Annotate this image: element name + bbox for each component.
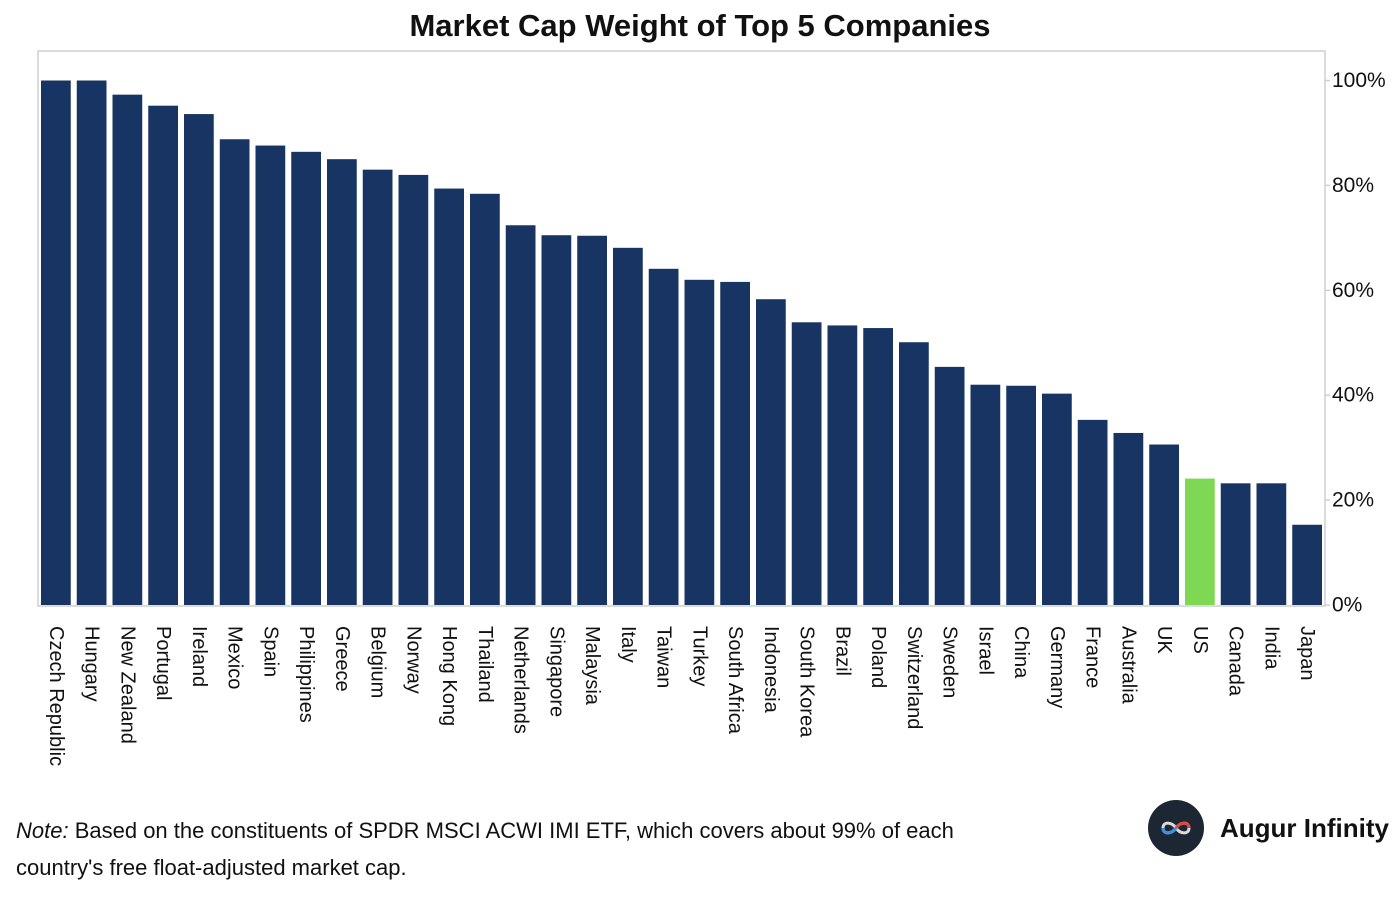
x-tick-label-singapore: Singapore [545,626,567,717]
bar-uk [1149,444,1179,605]
x-tick-label-poland: Poland [867,626,889,688]
x-tick-label-thailand: Thailand [474,626,496,703]
y-tick-label-20: 20% [1332,489,1374,512]
bar-italy [613,247,643,605]
x-tick-label-sweden: Sweden [939,626,961,698]
x-tick-label-italy: Italy [617,626,639,663]
x-tick-label-uk: UK [1153,626,1175,654]
bar-belgium [362,169,393,605]
bar-norway [398,174,429,605]
footnote-text: Based on the constituents of SPDR MSCI A… [16,818,954,880]
x-tick-label-ireland: Ireland [188,626,210,687]
x-tick-label-hong-kong: Hong Kong [438,626,460,726]
x-tick-label-hungary: Hungary [81,626,103,702]
bar-indonesia [756,299,786,605]
bar-ireland [184,114,214,605]
x-tick-label-belgium: Belgium [367,626,389,698]
x-tick-label-turkey: Turkey [688,626,710,686]
footnote-lead: Note: [16,818,69,843]
x-tick-label-france: France [1082,626,1104,688]
bar-india [1256,483,1287,605]
x-tick-label-mexico: Mexico [224,626,246,689]
bar-malaysia [577,235,607,605]
chart-title: Market Cap Weight of Top 5 Companies [409,8,991,43]
bar-taiwan [648,268,679,605]
bar-south-korea [791,322,822,605]
x-tick-label-china: China [1010,626,1032,679]
x-tick-label-czech-republic: Czech Republic [45,626,67,766]
bar-brazil [827,325,858,605]
x-tick-label-germany: Germany [1046,626,1068,708]
x-tick-label-canada: Canada [1225,626,1247,697]
bar-south-africa [720,281,750,605]
x-tick-label-indonesia: Indonesia [760,626,782,714]
x-tick-label-norway: Norway [402,626,424,694]
bar-australia [1113,432,1144,605]
footnote: Note: Based on the constituents of SPDR … [16,812,1026,886]
x-tick-label-greece: Greece [331,626,353,692]
bar-czech-republic [41,80,71,605]
x-tick-label-south-korea: South Korea [796,626,818,738]
bar-france [1077,419,1108,605]
bar-singapore [541,235,572,606]
bar-thailand [470,193,500,606]
brand-name: Augur Infinity [1220,812,1389,843]
bar-china [1006,385,1036,605]
y-tick-label-80: 80% [1332,174,1374,197]
bar-switzerland [899,342,929,605]
plot-area-frame [37,50,1326,607]
bar-mexico [219,139,250,606]
bar-sweden [934,366,965,605]
brand: Augur Infinity [1148,800,1389,856]
x-tick-label-philippines: Philippines [295,626,317,723]
bar-greece [327,159,357,605]
bar-portugal [148,105,178,606]
bar-new-zealand [112,94,143,605]
bar-germany [1042,393,1072,605]
x-tick-label-portugal: Portugal [152,626,174,701]
y-tick-label-40: 40% [1332,384,1374,407]
x-tick-label-japan: Japan [1296,626,1318,681]
bar-us [1185,478,1215,605]
bar-philippines [291,151,321,605]
x-tick-label-australia: Australia [1117,626,1139,705]
x-tick-label-us: US [1189,626,1211,654]
bar-spain [255,145,286,606]
x-tick-label-malaysia: Malaysia [581,626,603,706]
bar-hong-kong [434,188,464,606]
bar-japan [1292,524,1322,605]
x-tick-label-india: India [1260,626,1282,670]
bar-hungary [76,80,107,605]
bar-chart: 0% 20% 40% 60% 80% 100% Czech Republic Hungary… [37,50,1386,766]
x-tick-label-south-africa: South Africa [724,626,746,735]
bar-israel [970,384,1001,605]
x-tick-label-taiwan: Taiwan [653,626,675,688]
x-tick-label-new-zealand: New Zealand [116,626,138,744]
bar-turkey [684,279,715,605]
y-tick-label-100: 100% [1332,69,1386,92]
x-tick-label-switzerland: Switzerland [903,626,925,729]
bar-canada [1220,483,1251,605]
infinity-icon [1148,800,1204,856]
y-tick-label-60: 60% [1332,279,1374,302]
bar-netherlands [505,225,536,605]
x-tick-label-spain: Spain [259,626,281,677]
x-tick-label-netherlands: Netherlands [510,626,532,734]
x-tick-label-israel: Israel [974,626,996,675]
bar-poland [863,328,893,605]
y-tick-label-0: 0% [1332,594,1362,617]
x-tick-label-brazil: Brazil [831,626,853,676]
